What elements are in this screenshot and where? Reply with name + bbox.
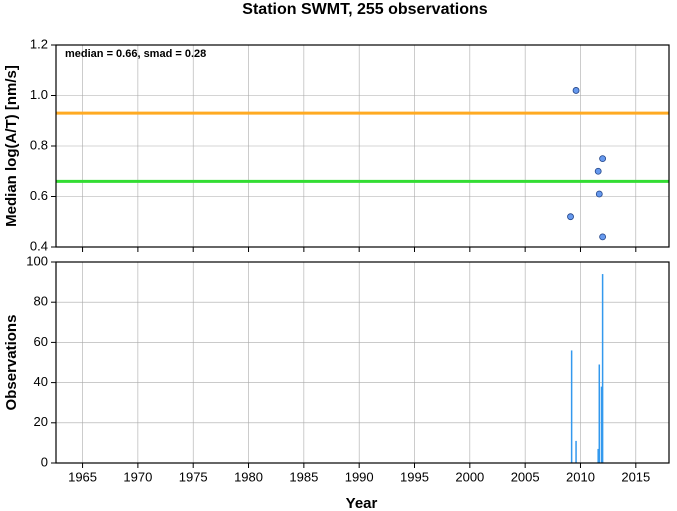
y-tick-label: 1.0	[30, 87, 48, 102]
y-tick-label: 1.2	[30, 36, 48, 51]
x-tick-label: 2005	[511, 469, 540, 484]
y-axis-label: Median log(A/T) [nm/s]	[3, 65, 20, 227]
chart-title: Station SWMT, 255 observations	[242, 1, 487, 18]
plot-frame	[55, 261, 670, 464]
y-tick-label: 0.4	[30, 238, 48, 253]
point	[572, 87, 580, 94]
x-tick-label: 1980	[234, 469, 263, 484]
bar	[601, 274, 604, 463]
bar	[600, 386, 603, 463]
annotation: median = 0.66, smad = 0.28	[65, 48, 206, 60]
x-tick-label: 2015	[621, 469, 650, 484]
point	[594, 167, 602, 175]
y-tick-label: 60	[34, 334, 48, 349]
point	[595, 190, 603, 198]
point	[599, 233, 607, 241]
bar	[570, 350, 573, 463]
y-tick-label: 20	[34, 414, 48, 429]
x-tick-label: 1965	[68, 469, 97, 484]
y-tick-label: 0.6	[30, 188, 48, 203]
point	[599, 155, 607, 163]
plot-frame	[55, 44, 670, 248]
bar	[598, 364, 601, 463]
bar	[597, 448, 599, 463]
x-axis-label: Year	[346, 495, 378, 511]
y-tick-label: 40	[34, 374, 48, 389]
point	[567, 213, 574, 221]
y-tick-label: 100	[26, 253, 48, 268]
x-tick-label: 1970	[123, 469, 152, 484]
x-tick-label: 1985	[289, 469, 318, 484]
y-tick-label: 0.8	[30, 137, 48, 152]
bar	[575, 440, 577, 463]
y-axis-label: Observations	[3, 315, 20, 411]
x-tick-label: 1990	[345, 469, 374, 484]
x-tick-label: 1975	[179, 469, 208, 484]
x-tick-label: 1995	[400, 469, 429, 484]
y-tick-label: 80	[34, 294, 48, 309]
x-tick-label: 2000	[455, 469, 484, 484]
x-tick-label: 2010	[566, 469, 595, 484]
y-tick-label: 0	[41, 454, 48, 469]
